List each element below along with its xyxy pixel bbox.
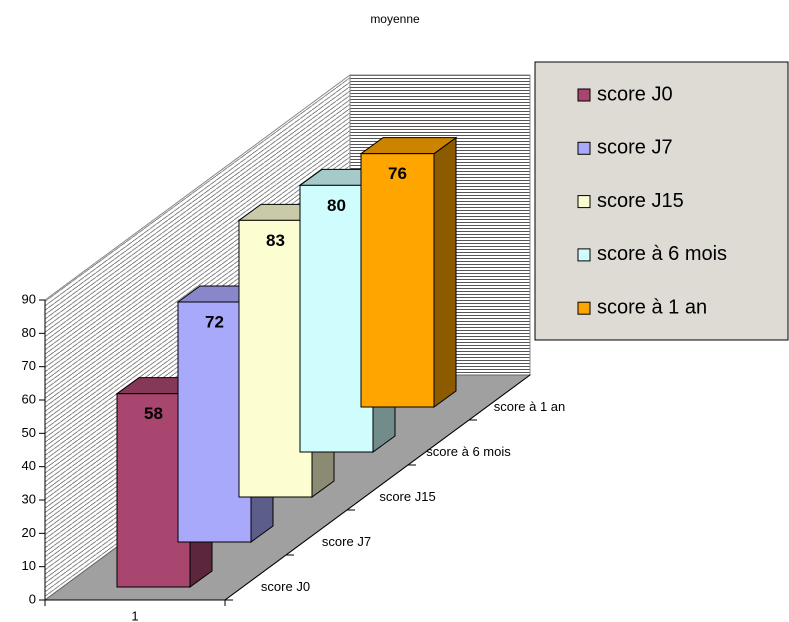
value-label: 72 [205, 312, 224, 331]
legend-label: score J15 [597, 190, 684, 212]
y-tick-label: 20 [22, 525, 36, 540]
legend [534, 61, 789, 341]
depth-axis [224, 374, 531, 601]
value-label: 80 [327, 196, 346, 215]
legend-swatch [577, 195, 591, 209]
depth-label: score J0 [261, 579, 310, 594]
legend-swatch [577, 141, 591, 155]
y-tick-label: 30 [22, 491, 36, 506]
legend-label: score à 1 an [597, 296, 707, 318]
y-tick-label: 40 [22, 458, 36, 473]
depth-label: score J7 [322, 534, 371, 549]
depth-label: score à 6 mois [426, 444, 511, 459]
value-label: 76 [388, 164, 407, 183]
bar-side [433, 136, 457, 408]
y-tick-label: 50 [22, 425, 36, 440]
y-tick-label: 10 [22, 558, 36, 573]
value-label: 58 [144, 404, 163, 423]
y-tick-label: 90 [22, 291, 36, 306]
legend-label: score à 6 mois [597, 243, 727, 265]
y-tick-label: 80 [22, 325, 36, 340]
x-tick-label: 1 [131, 608, 138, 622]
depth-label: score J15 [379, 489, 435, 504]
legend-swatch [577, 301, 591, 315]
y-tick-label: 60 [22, 391, 36, 406]
y-tick-label: 70 [22, 358, 36, 373]
legend-label: score J0 [597, 83, 673, 105]
legend-swatch [577, 248, 591, 262]
chart-title: moyenne [370, 12, 420, 26]
legend-label: score J7 [597, 137, 673, 159]
value-label: 83 [266, 231, 285, 250]
legend-swatch [577, 88, 591, 102]
depth-label: score à 1 an [494, 399, 566, 414]
y-tick-label: 0 [29, 591, 36, 606]
bar [360, 153, 435, 408]
